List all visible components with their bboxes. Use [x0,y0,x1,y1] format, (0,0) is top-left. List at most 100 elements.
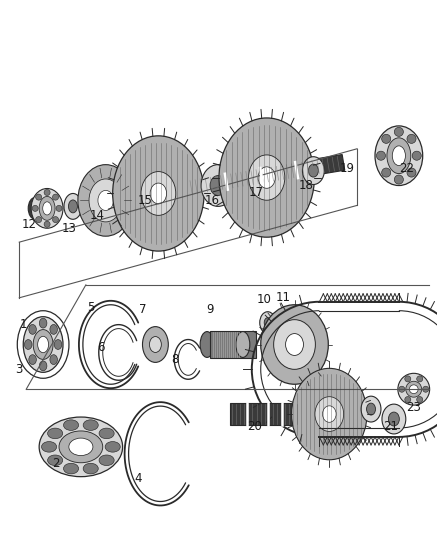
Ellipse shape [381,168,391,177]
Ellipse shape [42,441,57,452]
Ellipse shape [142,327,168,362]
Ellipse shape [200,332,214,358]
Ellipse shape [38,336,49,353]
Ellipse shape [236,332,250,358]
Ellipse shape [376,151,385,160]
Ellipse shape [98,190,113,211]
Ellipse shape [28,197,42,219]
Text: 22: 22 [399,162,414,175]
Ellipse shape [407,168,416,177]
Ellipse shape [43,202,52,215]
Ellipse shape [423,386,429,392]
Text: 7: 7 [139,303,146,316]
Ellipse shape [264,318,271,328]
Ellipse shape [69,438,93,456]
Text: 10: 10 [256,293,271,306]
Ellipse shape [412,151,421,160]
Ellipse shape [210,175,226,196]
Ellipse shape [64,463,78,474]
Text: 13: 13 [61,222,76,235]
Ellipse shape [389,412,399,426]
Ellipse shape [219,118,314,237]
Ellipse shape [249,155,285,200]
Ellipse shape [48,428,63,439]
Ellipse shape [381,134,391,143]
Ellipse shape [303,157,324,184]
Ellipse shape [53,194,59,200]
Text: 18: 18 [299,179,314,192]
Ellipse shape [292,368,367,460]
Ellipse shape [261,305,328,384]
Ellipse shape [50,325,57,334]
Ellipse shape [361,396,381,422]
Ellipse shape [29,354,36,365]
Ellipse shape [394,175,403,184]
Ellipse shape [149,336,161,352]
Ellipse shape [258,167,275,188]
Ellipse shape [406,381,422,397]
Ellipse shape [56,205,62,212]
Text: 4: 4 [135,472,142,485]
Text: 8: 8 [172,353,179,366]
Text: 2: 2 [52,457,60,470]
FancyBboxPatch shape [210,330,256,358]
Text: 12: 12 [22,218,37,231]
Ellipse shape [99,455,114,465]
Ellipse shape [322,406,336,422]
Ellipse shape [31,189,63,228]
Ellipse shape [399,386,405,392]
Ellipse shape [387,138,411,174]
Text: 15: 15 [138,194,153,207]
Ellipse shape [39,361,47,371]
Text: 19: 19 [340,162,355,175]
Ellipse shape [286,334,304,356]
Text: 23: 23 [406,401,421,414]
Ellipse shape [89,179,122,222]
FancyBboxPatch shape [230,403,300,425]
Polygon shape [190,155,345,196]
Ellipse shape [32,205,38,212]
Ellipse shape [398,373,430,405]
Ellipse shape [417,376,423,382]
Ellipse shape [113,136,204,251]
Ellipse shape [44,221,50,227]
Ellipse shape [48,455,63,465]
Ellipse shape [39,417,123,477]
Ellipse shape [64,193,82,219]
Ellipse shape [367,403,375,415]
Ellipse shape [410,385,418,393]
Ellipse shape [105,441,120,452]
Ellipse shape [274,320,315,369]
Ellipse shape [68,200,78,213]
Ellipse shape [59,431,103,463]
Ellipse shape [29,325,36,334]
Ellipse shape [23,317,63,373]
Ellipse shape [39,197,55,220]
Ellipse shape [54,340,62,350]
Ellipse shape [405,397,411,402]
Text: 6: 6 [97,341,105,354]
Ellipse shape [50,354,57,365]
Ellipse shape [141,172,176,215]
Ellipse shape [44,189,50,196]
Text: 5: 5 [87,301,95,314]
Text: 9: 9 [206,303,214,316]
Ellipse shape [315,397,344,431]
Ellipse shape [260,312,276,334]
Text: 1: 1 [20,318,27,331]
Text: 11: 11 [276,292,291,304]
Ellipse shape [78,165,134,236]
Ellipse shape [417,397,423,402]
Ellipse shape [382,404,406,434]
Ellipse shape [394,127,403,136]
Text: 17: 17 [248,186,263,199]
Ellipse shape [407,134,416,143]
Text: 16: 16 [205,194,219,207]
Ellipse shape [201,165,235,206]
Ellipse shape [25,340,32,350]
Ellipse shape [39,318,47,328]
Ellipse shape [33,329,53,359]
Ellipse shape [405,376,411,382]
Ellipse shape [35,216,42,223]
Ellipse shape [53,216,59,223]
